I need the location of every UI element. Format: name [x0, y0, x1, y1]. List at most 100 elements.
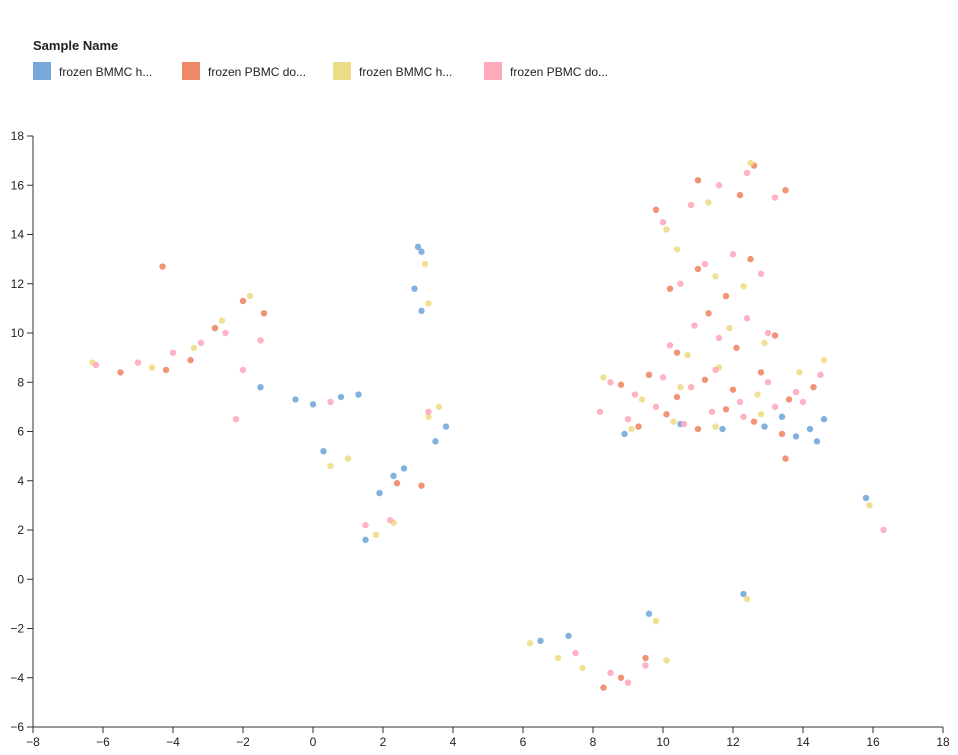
legend-item[interactable]: frozen PBMC do...: [182, 62, 306, 80]
point: [292, 396, 299, 403]
point: [607, 379, 614, 386]
x-tick-label: 2: [380, 735, 387, 749]
point: [117, 369, 124, 376]
point: [810, 383, 817, 391]
point: [642, 662, 649, 669]
point: [687, 201, 695, 209]
point: [652, 206, 660, 214]
legend-label[interactable]: frozen BMMC h...: [59, 65, 152, 79]
point: [715, 334, 723, 342]
point: [246, 292, 254, 300]
point: [719, 425, 726, 433]
point: [757, 411, 765, 418]
x-tick-label: −6: [96, 735, 110, 749]
point: [666, 342, 674, 349]
point: [663, 226, 670, 233]
point: [337, 393, 345, 401]
point: [638, 396, 646, 403]
point: [169, 349, 177, 356]
point: [771, 194, 779, 201]
legend-label[interactable]: frozen PBMC do...: [510, 65, 608, 79]
point: [771, 332, 779, 339]
legend-swatch[interactable]: [484, 62, 502, 80]
point: [764, 329, 772, 337]
point: [796, 369, 803, 376]
legend-label[interactable]: frozen BMMC h...: [359, 65, 452, 79]
point: [134, 359, 142, 366]
legend-swatch[interactable]: [333, 62, 351, 80]
y-tick-label: 2: [17, 523, 24, 537]
point: [705, 310, 712, 317]
point: [628, 425, 635, 433]
legend-label[interactable]: frozen PBMC do...: [208, 65, 306, 79]
x-tick-label: −2: [236, 735, 250, 749]
point: [729, 251, 737, 258]
legend-item[interactable]: frozen BMMC h...: [33, 62, 152, 80]
point: [722, 292, 730, 300]
point: [757, 270, 765, 278]
point: [694, 265, 702, 273]
point: [260, 310, 268, 317]
point: [799, 398, 807, 406]
point: [642, 654, 649, 662]
point: [652, 403, 660, 411]
point: [747, 255, 754, 263]
legend-swatch[interactable]: [182, 62, 200, 80]
point: [778, 430, 786, 438]
legend-swatch[interactable]: [33, 62, 51, 80]
point: [806, 425, 814, 433]
point: [376, 489, 383, 497]
point: [715, 182, 723, 189]
point: [670, 418, 677, 425]
point: [743, 595, 751, 603]
point: [705, 199, 712, 206]
point: [162, 366, 170, 374]
point: [726, 324, 733, 332]
x-tick-label: 0: [310, 735, 317, 749]
point: [572, 649, 579, 657]
point: [327, 462, 334, 470]
point: [257, 383, 264, 391]
point: [344, 455, 352, 462]
point: [712, 423, 719, 430]
point: [645, 371, 653, 379]
point: [320, 448, 327, 455]
point: [624, 415, 632, 423]
legend-item[interactable]: frozen BMMC h...: [333, 62, 452, 80]
point: [785, 396, 793, 403]
point: [761, 423, 768, 430]
point: [327, 398, 334, 406]
point: [659, 374, 667, 381]
y-tick-label: 8: [17, 375, 24, 389]
y-tick-label: 6: [17, 425, 24, 439]
point: [425, 413, 432, 420]
y-tick-label: 0: [17, 572, 24, 586]
point: [148, 364, 156, 371]
y-tick-label: 14: [11, 228, 25, 242]
point: [607, 669, 614, 677]
point: [386, 516, 394, 524]
point: [425, 300, 432, 307]
point: [740, 413, 747, 420]
point: [750, 418, 758, 425]
point: [687, 383, 695, 391]
point: [792, 388, 800, 396]
point: [411, 285, 418, 292]
point: [554, 654, 562, 662]
point: [617, 381, 625, 388]
point: [684, 351, 691, 359]
point: [309, 401, 317, 408]
point: [701, 376, 709, 383]
point: [663, 657, 670, 664]
x-tick-label: 6: [520, 735, 527, 749]
point: [418, 248, 425, 255]
legend-item[interactable]: frozen PBMC do...: [484, 62, 608, 80]
point: [652, 617, 660, 625]
point: [757, 369, 765, 376]
point: [701, 260, 709, 268]
point: [792, 433, 800, 440]
point: [257, 337, 264, 344]
point: [659, 218, 667, 226]
point: [362, 521, 369, 529]
point: [782, 186, 789, 194]
